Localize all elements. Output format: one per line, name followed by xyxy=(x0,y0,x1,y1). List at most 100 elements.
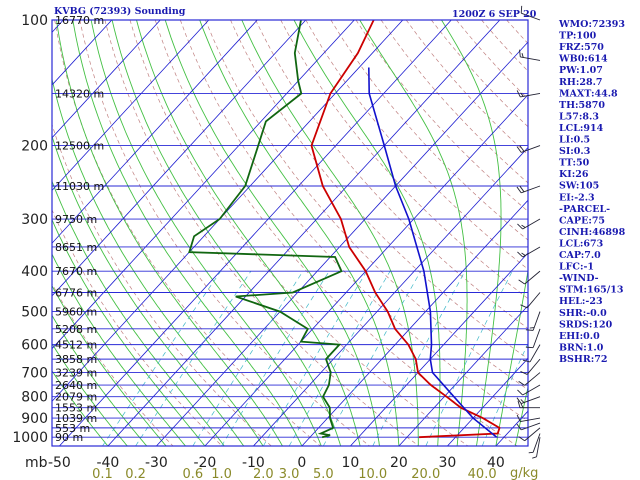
isotherm xyxy=(107,20,501,446)
height-label: 553 m xyxy=(55,422,90,435)
isotherm xyxy=(447,357,528,446)
profile-lines xyxy=(188,20,501,439)
barb-flag xyxy=(520,403,524,408)
pressure-label: 400 xyxy=(21,264,48,280)
moist-adiabat xyxy=(56,20,283,446)
dry-adiabat xyxy=(52,209,223,446)
moist-adiabat xyxy=(52,314,148,446)
barb-flag xyxy=(519,49,521,58)
isotherm xyxy=(52,20,210,192)
chart-time: 1200Z 6 SEP 20 xyxy=(452,9,537,20)
height-label: 1553 m xyxy=(55,402,97,415)
moist-adiabat xyxy=(52,253,186,446)
dry-adiabat xyxy=(205,20,528,391)
moist-adiabat xyxy=(111,20,342,446)
temperature-tick: 30 xyxy=(438,455,456,471)
pressure-label: 200 xyxy=(21,139,48,155)
temperature-tick: 40 xyxy=(487,455,505,471)
dry-adiabat xyxy=(129,20,469,446)
dewpoint-profile xyxy=(188,20,343,439)
isotherm xyxy=(253,146,528,446)
index-line: WMO:72393 xyxy=(558,19,625,30)
index-line: TH:5870 xyxy=(559,100,605,111)
height-label: 2079 m xyxy=(55,391,97,404)
height-label: 3858 m xyxy=(55,353,97,366)
mixing-ratio-line xyxy=(481,342,528,446)
index-line: SI:0.3 xyxy=(559,146,590,157)
wind-barb xyxy=(517,384,541,396)
wind-barb xyxy=(516,90,541,98)
barb-staff xyxy=(522,384,541,396)
moist-adiabat xyxy=(52,284,167,446)
barb-flag xyxy=(528,451,534,454)
barb-staff xyxy=(526,292,541,309)
barb-flag xyxy=(517,251,523,258)
barb-staff xyxy=(524,270,541,285)
mixing-ratio-line xyxy=(192,271,304,446)
barb-flag xyxy=(516,397,522,404)
mixing-ratio-line xyxy=(262,271,368,446)
height-label: 4512 m xyxy=(55,339,97,352)
height-label: 9750 m xyxy=(55,213,97,226)
mixing-ratio-tick: 0.2 xyxy=(125,467,146,480)
barb-flag xyxy=(520,92,524,97)
wind-barb xyxy=(522,344,541,363)
moist-adiabat xyxy=(52,218,206,446)
isotherm xyxy=(301,199,528,446)
isotherm xyxy=(52,20,258,244)
index-line: SRDS:120 xyxy=(559,319,613,330)
index-line: TT:50 xyxy=(559,158,590,169)
index-line: LCL:673 xyxy=(559,238,603,249)
index-line: KI:26 xyxy=(559,169,589,180)
barb-staff xyxy=(536,437,541,457)
wind-barb xyxy=(525,328,541,349)
moist-adiabat xyxy=(164,20,380,446)
barb-staff xyxy=(529,344,541,363)
barb-staff xyxy=(521,12,541,21)
dry-adiabat xyxy=(280,20,528,300)
wind-barb xyxy=(516,185,541,194)
barb-flag xyxy=(520,304,528,309)
barb-flag xyxy=(516,186,522,194)
dry-adiabat xyxy=(179,20,528,422)
barb-staff xyxy=(521,145,541,153)
index-line: SW:105 xyxy=(559,181,599,192)
index-line: RH:28.7 xyxy=(559,77,603,88)
index-line: LCL:914 xyxy=(559,123,604,134)
moist-adiabat xyxy=(514,385,528,446)
mixing-ratio-tick: 1.0 xyxy=(211,467,232,480)
temperature-tick: -20 xyxy=(193,455,216,471)
isotherm xyxy=(52,20,161,139)
height-label: 3239 m xyxy=(55,367,97,380)
barb-flag xyxy=(520,399,525,403)
height-label: 16770 m xyxy=(55,14,104,27)
moist-adiabat xyxy=(241,20,419,446)
wind-barb xyxy=(517,218,541,230)
barb-flag xyxy=(518,279,525,285)
dry-adiabat xyxy=(52,282,174,446)
barb-staff xyxy=(522,246,541,258)
isotherm xyxy=(59,20,452,446)
pressure-label: 500 xyxy=(21,305,48,321)
barb-staff xyxy=(532,311,541,331)
mixing-ratio-line xyxy=(322,271,422,446)
index-line: -WIND- xyxy=(559,273,599,284)
dry-adiabat xyxy=(52,123,272,446)
height-label: 6776 m xyxy=(55,286,97,299)
height-label: 11030 m xyxy=(55,180,104,193)
temperature-tick: -50 xyxy=(48,455,71,471)
height-label: 90 m xyxy=(55,431,83,444)
index-line: PW:1.07 xyxy=(559,65,603,76)
moist-adiabat xyxy=(52,134,245,446)
barb-flag xyxy=(525,346,534,349)
moist-adiabat xyxy=(441,20,502,446)
pressure-label: 800 xyxy=(21,390,48,406)
wind-barb xyxy=(516,396,541,404)
stability-indices: WMO:72393TP:100FRZ:570WB0:614PW:1.07RH:2… xyxy=(558,19,626,365)
index-line: BRN:1.0 xyxy=(559,342,604,353)
height-label: 14320 m xyxy=(55,87,104,100)
temperature-tick: -40 xyxy=(96,455,119,471)
index-line: STM:165/13 xyxy=(559,285,623,296)
barb-flag xyxy=(525,329,534,331)
